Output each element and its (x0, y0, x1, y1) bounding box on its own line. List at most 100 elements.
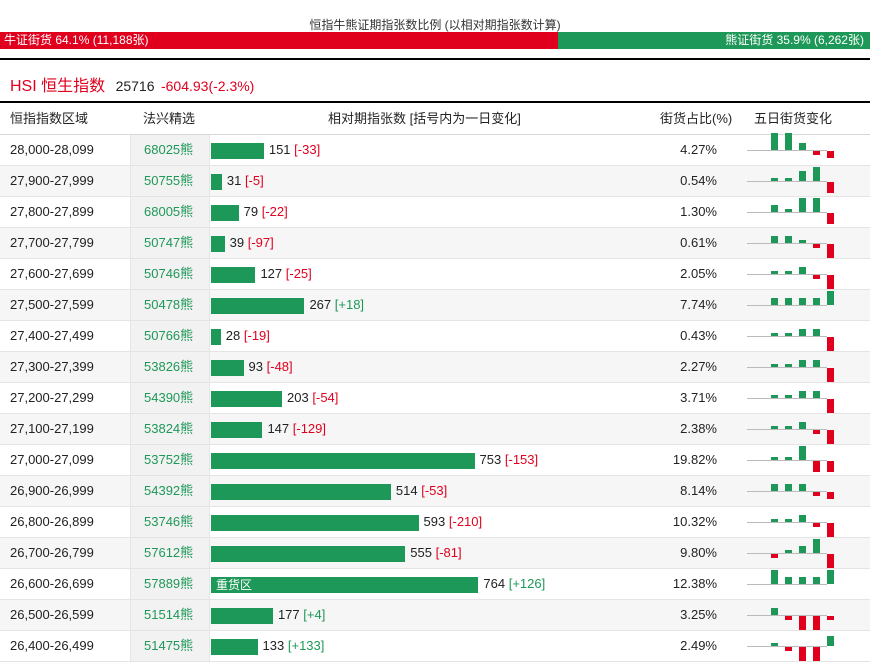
range-cell: 27,600-27,699 (10, 266, 94, 281)
sparkline-bar (799, 546, 806, 553)
five-day-sparkline (745, 538, 855, 568)
share-percent: 3.25% (680, 607, 717, 622)
header-pick: 法兴精选 (143, 111, 196, 126)
daily-change: [-19] (243, 328, 270, 343)
five-day-sparkline (745, 445, 855, 475)
product-code-link[interactable]: 53746熊 (130, 507, 210, 537)
contracts-label: 593 [-210] (424, 507, 483, 537)
contracts-bar (211, 546, 406, 562)
index-header: HSI 恒生指数 25716 -604.93(-2.3%) (10, 72, 254, 96)
product-code-link[interactable]: 68005熊 (130, 197, 210, 227)
sparkline-bar (799, 298, 806, 305)
sparkline-bar (799, 484, 806, 491)
sparkline-bar (799, 170, 806, 181)
sparkline-bar (813, 167, 820, 181)
contracts-value: 555 (410, 545, 432, 560)
sparkline-bar (771, 518, 778, 522)
product-code-link[interactable]: 53824熊 (130, 414, 210, 444)
sparkline-bar (799, 267, 806, 274)
sparkline-bar (799, 143, 806, 150)
sparkline-bar (813, 616, 820, 630)
contracts-bar (211, 298, 305, 314)
contracts-value: 31 (226, 173, 242, 188)
product-code-link[interactable]: 51514熊 (130, 600, 210, 630)
sparkline-bar (827, 275, 834, 289)
five-day-sparkline (745, 352, 855, 382)
table-row: 26,400-26,499 51475熊 133 [+133] 2.49% (0, 631, 870, 662)
contracts-bar (211, 608, 273, 624)
product-code-link[interactable]: 68025熊 (130, 135, 210, 165)
sparkline-baseline (747, 491, 827, 492)
five-day-sparkline (745, 197, 855, 227)
contracts-bar (211, 236, 225, 252)
five-day-sparkline (745, 600, 855, 630)
table-body: 28,000-28,099 68025熊 151 [-33] 4.27% 27,900-… (0, 132, 870, 662)
contracts-bar (211, 360, 244, 376)
contracts-bar (211, 329, 221, 345)
five-day-sparkline (745, 290, 855, 320)
sparkline-bar (771, 484, 778, 491)
contracts-value: 203 (287, 390, 309, 405)
share-percent: 8.14% (680, 483, 717, 498)
header-share: 街货占比(%) (660, 111, 733, 126)
product-code-link[interactable]: 54392熊 (130, 476, 210, 506)
sparkline-bar (799, 577, 806, 584)
contracts-cell: 267 [+18] (211, 290, 651, 320)
sparkline-bar (785, 132, 792, 150)
product-code-link[interactable]: 53826熊 (130, 352, 210, 382)
range-cell: 26,800-26,899 (10, 514, 94, 529)
daily-change: [-97] (247, 235, 274, 250)
sparkline-bar (771, 570, 778, 584)
sparkline-baseline (747, 584, 827, 585)
sparkline-bar (813, 647, 820, 661)
contracts-cell: 593 [-210] (211, 507, 651, 537)
product-code-link[interactable]: 50746熊 (130, 259, 210, 289)
contracts-cell: 133 [+133] (211, 631, 651, 661)
sparkline-bar (827, 635, 834, 646)
product-code-link[interactable]: 53752熊 (130, 445, 210, 475)
daily-change: [+4] (303, 607, 326, 622)
ratio-title: 恒指牛熊证期指张数比例 (以相对期指张数计算) (309, 18, 561, 32)
sparkline-bar (771, 298, 778, 305)
sparkline-bar (813, 430, 820, 434)
sparkline-bar (813, 391, 820, 398)
sparkline-bar (813, 539, 820, 553)
five-day-sparkline (745, 507, 855, 537)
share-percent: 3.71% (680, 390, 717, 405)
product-code-link[interactable]: 57889熊 (130, 569, 210, 599)
contracts-value: 39 (229, 235, 245, 250)
share-percent: 0.43% (680, 328, 717, 343)
daily-change: [-33] (294, 142, 321, 157)
product-code-link[interactable]: 50766熊 (130, 321, 210, 351)
five-day-sparkline (745, 383, 855, 413)
table-row: 27,600-27,699 50746熊 127 [-25] 2.05% (0, 259, 870, 290)
sparkline-baseline (747, 646, 827, 647)
sparkline-bar (771, 363, 778, 367)
product-code-link[interactable]: 54390熊 (130, 383, 210, 413)
header-contracts: 相对期指张数 [括号内为一日变化] (328, 111, 521, 126)
sparkline-bar (785, 236, 792, 243)
contracts-label: 555 [-81] (410, 538, 461, 568)
sparkline-bar (827, 554, 834, 568)
sparkline-bar (827, 244, 834, 258)
range-cell: 28,000-28,099 (10, 142, 94, 157)
bull-bear-ratio-bar: 牛证街货 64.1% (11,188张) 熊证街货 35.9% (6,262张) (0, 32, 870, 49)
share-percent: 7.74% (680, 297, 717, 312)
bull-segment: 牛证街货 64.1% (11,188张) (0, 32, 558, 49)
range-cell: 26,500-26,599 (10, 607, 94, 622)
product-code-link[interactable]: 50478熊 (130, 290, 210, 320)
product-code-link[interactable]: 50755熊 (130, 166, 210, 196)
sparkline-baseline (747, 212, 827, 213)
contracts-value: 93 (248, 359, 264, 374)
product-code-link[interactable]: 50747熊 (130, 228, 210, 258)
share-percent: 9.80% (680, 545, 717, 560)
header-trend: 五日街货变化 (754, 111, 833, 126)
product-code-link[interactable]: 57612熊 (130, 538, 210, 568)
share-percent: 0.54% (680, 173, 717, 188)
sparkline-bar (799, 391, 806, 398)
daily-change: [-54] (312, 390, 339, 405)
sparkline-bar (785, 332, 792, 336)
product-code-link[interactable]: 51475熊 (130, 631, 210, 661)
header-range: 恒指指数区域 (10, 111, 89, 126)
table-row: 27,900-27,999 50755熊 31 [-5] 0.54% (0, 166, 870, 197)
